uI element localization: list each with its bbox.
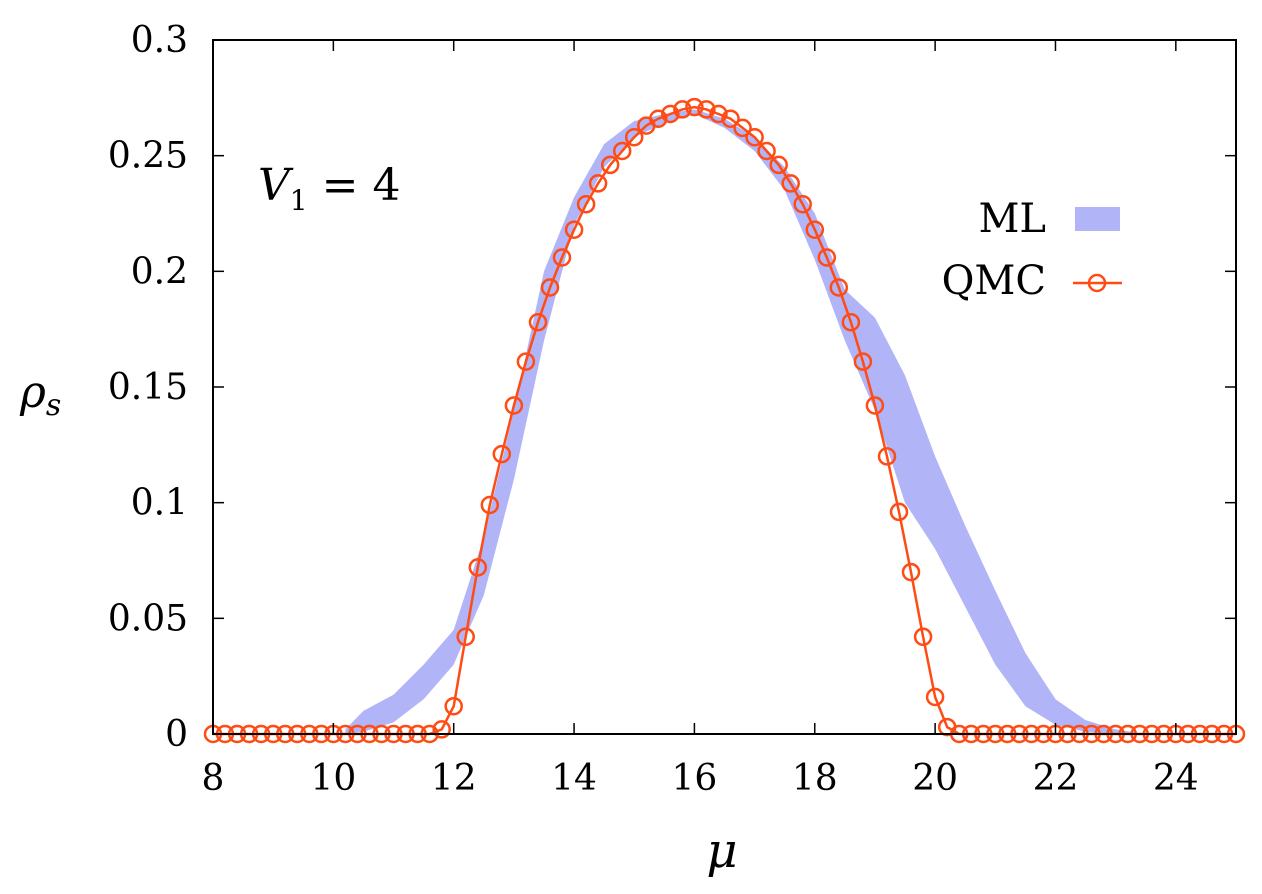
y-tick-label: 0.25 <box>108 136 188 177</box>
qmc-point <box>528 312 548 332</box>
qmc-point <box>805 220 825 239</box>
y-axis-title-main: ρ <box>19 367 46 418</box>
x-tick-label: 22 <box>1033 758 1079 799</box>
qmc-point <box>913 627 933 647</box>
qmc-point <box>841 312 861 332</box>
qmc-point <box>600 155 620 175</box>
legend-swatch-ml <box>1075 207 1120 231</box>
qmc-point <box>721 109 740 128</box>
y-tick-label: 0 <box>165 714 188 755</box>
y-axis-title-sub: s <box>46 388 61 423</box>
legend-label-qmc: QMC <box>942 258 1046 304</box>
qmc-point <box>516 352 536 371</box>
qmc-point <box>769 155 788 175</box>
qmc-point <box>673 100 692 119</box>
qmc-point <box>757 141 776 161</box>
plot-frame <box>212 39 1237 735</box>
qmc-point <box>540 278 560 297</box>
x-tick-label: 16 <box>672 758 718 799</box>
qmc-point <box>709 104 728 124</box>
qmc-point <box>781 174 800 193</box>
qmc-point <box>865 396 885 415</box>
qmc-point <box>697 100 716 119</box>
annotation-sub: 1 <box>290 184 308 217</box>
y-tick-label: 0.2 <box>131 251 188 292</box>
y-tick-label: 0.3 <box>131 20 188 61</box>
qmc-point <box>432 720 451 739</box>
qmc-point <box>685 97 704 117</box>
qmc-point <box>649 109 668 128</box>
qmc-point <box>853 352 873 371</box>
ml-band <box>345 109 1146 734</box>
x-tick-label: 18 <box>792 758 838 799</box>
qmc-point <box>877 447 897 466</box>
qmc-point <box>829 278 849 297</box>
qmc-point <box>588 174 608 193</box>
x-tick-label: 14 <box>551 758 597 799</box>
qmc-point <box>901 562 921 582</box>
qmc-point <box>564 220 584 239</box>
qmc-point <box>576 194 596 214</box>
annotation: V1 = 4 <box>258 160 400 217</box>
legend-marker-qmc <box>1087 273 1107 293</box>
qmc-point <box>889 502 909 522</box>
y-axis-title: ρs <box>19 367 61 423</box>
qmc-point <box>624 127 644 147</box>
qmc-point <box>733 118 752 138</box>
x-tick-label: 8 <box>202 758 225 799</box>
legend-label-ml: ML <box>978 196 1046 242</box>
legend: ML QMC <box>942 196 1122 304</box>
tick-layer: 8 10 12 14 16 18 20 22 24 0 0.05 0.1 0.15 0.2 0.25 0.3 <box>108 20 1236 799</box>
annotation-main: V <box>258 160 294 211</box>
x-tick-label: 24 <box>1153 758 1199 799</box>
qmc-point <box>480 495 500 515</box>
y-tick-label: 0.1 <box>131 483 188 524</box>
qmc-point <box>444 696 463 716</box>
qmc-point <box>492 444 512 464</box>
qmc-point <box>793 194 812 214</box>
ml-band-layer <box>345 109 1146 734</box>
x-axis-title: μ <box>706 823 737 879</box>
qmc-point <box>468 558 488 577</box>
x-tick-label: 12 <box>431 758 477 799</box>
y-tick-label: 0.05 <box>108 598 188 639</box>
qmc-point <box>504 396 524 415</box>
annotation-rest: = 4 <box>308 160 401 211</box>
qmc-point <box>745 127 764 147</box>
x-tick-label: 20 <box>912 758 958 799</box>
y-tick-label: 0.15 <box>108 367 188 408</box>
qmc-point <box>456 627 475 647</box>
qmc-point <box>925 687 945 707</box>
qmc-point <box>661 104 680 124</box>
qmc-point <box>612 141 632 161</box>
qmc-point <box>552 248 572 267</box>
x-tick-label: 10 <box>310 758 356 799</box>
qmc-point <box>817 248 837 267</box>
